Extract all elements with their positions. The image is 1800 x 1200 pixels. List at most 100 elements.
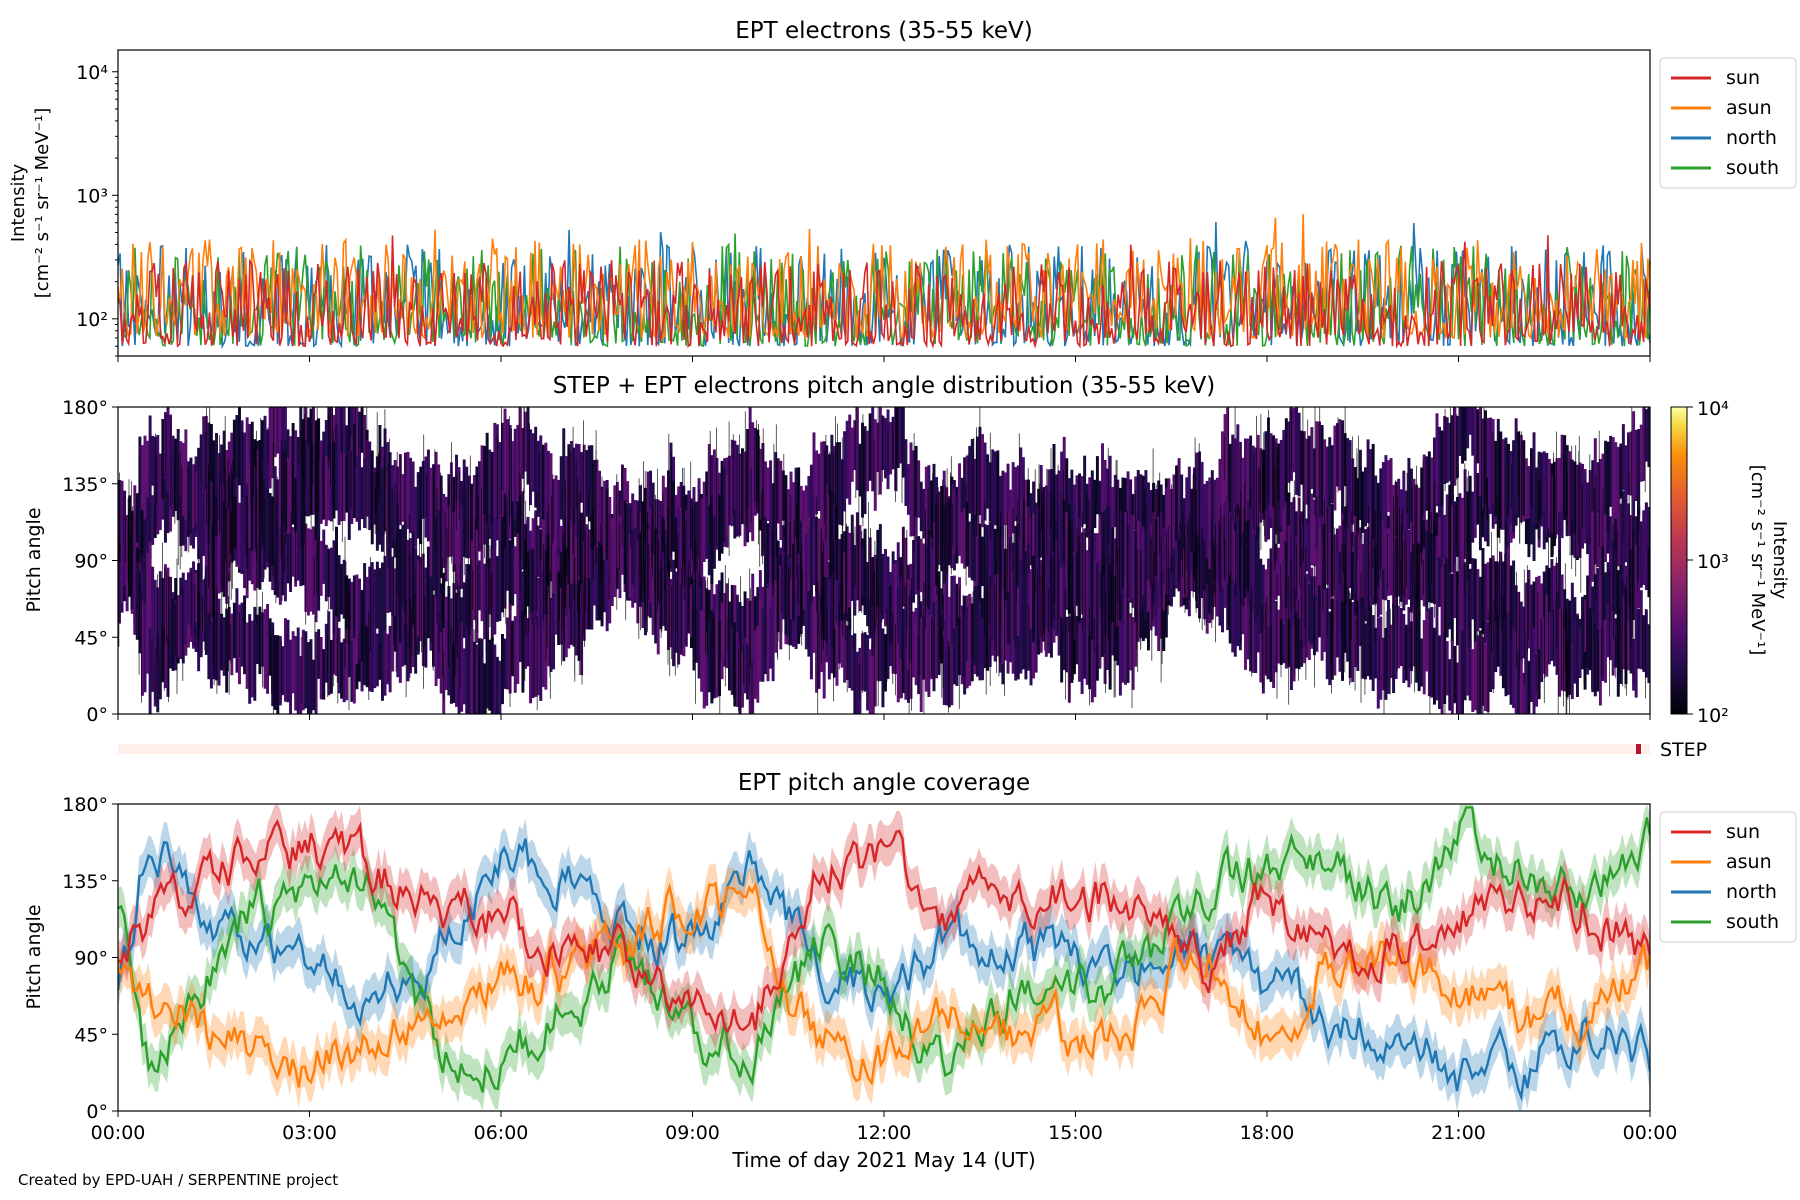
pad-cell: [209, 616, 213, 689]
pad-cell: [1113, 474, 1117, 528]
pad-cell: [1387, 600, 1390, 694]
pad-cell: [1384, 455, 1388, 528]
pad-cell: [1450, 573, 1454, 643]
pad-cell: [1484, 643, 1487, 711]
pad-cell: [575, 443, 578, 538]
pad-cell: [128, 495, 132, 584]
pad-cell: [1129, 613, 1133, 671]
x-tick-label: 18:00: [1240, 1122, 1295, 1144]
pad-cell: [832, 445, 836, 496]
pad-cell: [483, 563, 487, 640]
pad-cell: [1468, 407, 1472, 435]
pad-cell: [618, 515, 622, 569]
pad-cell: [986, 589, 990, 671]
pad-cell: [1466, 628, 1470, 696]
pad-cell: [830, 491, 834, 575]
pad-cell: [317, 460, 321, 536]
pad-cell: [901, 608, 905, 659]
pad-cell: [935, 598, 939, 679]
pad-cell: [401, 474, 405, 522]
pad-cell: [373, 569, 377, 626]
pad-cell: [1162, 527, 1166, 585]
pad-cell: [151, 566, 155, 652]
pad-cell: [901, 625, 905, 694]
pad-cell: [123, 490, 127, 546]
pad-cell: [215, 433, 218, 525]
pad-cell: [120, 534, 124, 604]
pad-cell: [812, 596, 816, 653]
pad-cell: [672, 480, 676, 552]
pad-cell: [603, 480, 607, 566]
pad-cell: [1555, 458, 1559, 535]
pad-cell: [1476, 569, 1480, 632]
pad-cell: [863, 632, 867, 692]
pad-cell: [439, 632, 443, 694]
pad-cell: [503, 408, 507, 494]
pad-cell: [615, 482, 619, 548]
pad-cell: [838, 564, 841, 628]
pad-cell: [416, 472, 420, 539]
coverage-series-group: [118, 804, 1650, 1111]
pad-cell: [521, 491, 525, 570]
pad-cell: [222, 501, 226, 597]
pad-cell: [1448, 422, 1452, 482]
intensity-y-label-line2: [cm⁻² s⁻¹ sr⁻¹ MeV⁻¹]: [32, 108, 53, 299]
pad-cell: [120, 480, 124, 538]
pad-cell: [751, 647, 755, 714]
pad-cell: [769, 608, 773, 669]
pad-cell: [993, 528, 997, 599]
pad-cell: [575, 516, 578, 592]
pad-cell: [329, 547, 333, 610]
pad-cell: [1496, 614, 1500, 667]
pad-cell: [501, 634, 504, 705]
pad-cell: [1522, 672, 1526, 714]
pad-cell: [324, 544, 328, 602]
pad-y-tick-label: 135°: [62, 474, 108, 496]
pad-cell: [273, 537, 277, 595]
pad-cell: [595, 459, 599, 536]
pad-cell: [899, 577, 903, 659]
pad-cell: [889, 585, 893, 645]
pad-cell: [156, 435, 160, 526]
pad-cell: [1078, 535, 1081, 623]
pad-cell: [809, 518, 813, 604]
pad-cell: [1323, 524, 1327, 609]
pad-cell: [531, 549, 535, 623]
pad-cell: [166, 567, 170, 646]
pad-cell: [1591, 611, 1595, 693]
pad-cell: [1614, 512, 1618, 576]
x-tick-label: 15:00: [1048, 1122, 1103, 1144]
colorbar-tick-label-1e2: 10²: [1697, 705, 1729, 727]
pad-cell: [1409, 552, 1413, 613]
pad-cell: [518, 407, 522, 495]
pad-cell: [401, 606, 405, 667]
coverage-line-asun: [118, 881, 1650, 1088]
pad-cell: [942, 582, 946, 644]
pad-cell: [636, 540, 640, 605]
pad-cell: [914, 621, 918, 686]
pad-cell: [268, 618, 272, 676]
intensity-y-tick-label: 10⁴: [76, 62, 108, 84]
pad-cell: [143, 435, 147, 520]
pad-cell: [848, 532, 852, 608]
pad-cell: [1619, 443, 1623, 499]
pad-cell: [1279, 439, 1283, 527]
pad-cell: [738, 602, 742, 661]
pad-cell: [781, 470, 785, 521]
pad-cell: [784, 558, 788, 635]
pad-cell: [304, 631, 308, 709]
pad-cell: [1425, 530, 1429, 619]
pad-cell: [1455, 497, 1459, 557]
pad-cell: [199, 563, 203, 658]
pad-cell: [263, 609, 267, 689]
pad-cell: [1540, 618, 1544, 683]
pad-cell: [715, 501, 719, 550]
pad-cell: [786, 489, 790, 557]
pad-cell: [125, 515, 129, 564]
pad-cell: [501, 516, 504, 613]
pad-cell: [1455, 662, 1459, 714]
pad-cell: [368, 566, 372, 643]
pad-cell: [1093, 533, 1097, 589]
pad-cell: [380, 611, 384, 701]
pad-cell: [480, 549, 484, 622]
